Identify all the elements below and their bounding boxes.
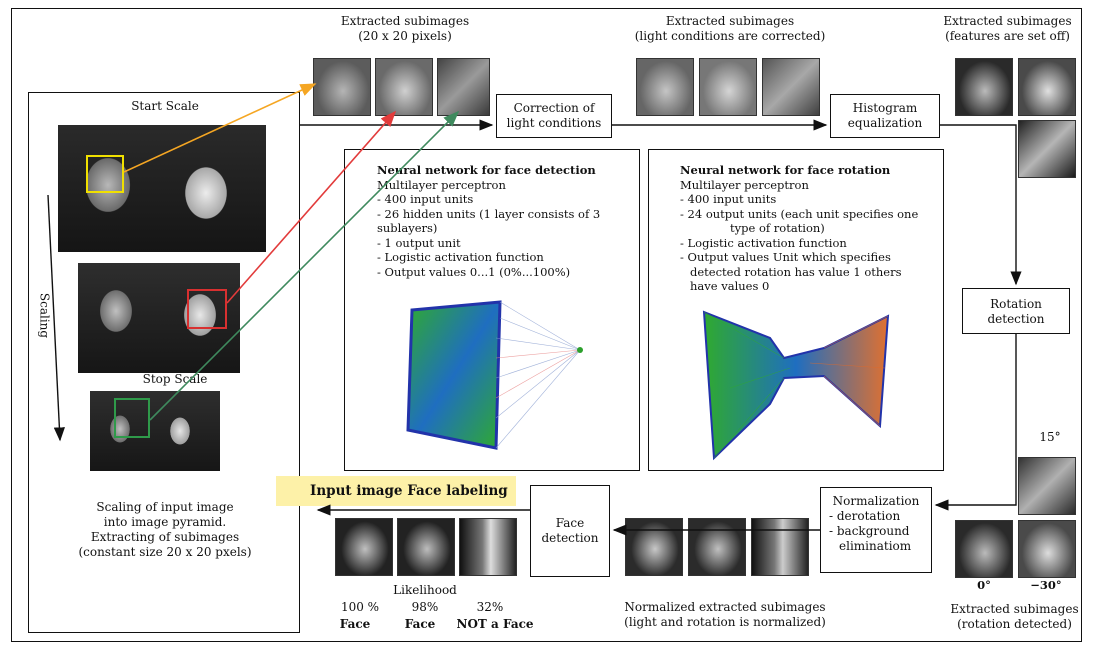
stop-scale-photo bbox=[90, 391, 220, 471]
likelihood-value-3: 32% bbox=[476, 600, 504, 614]
nn-rotation-text: Neural network for face rotation Multila… bbox=[680, 163, 919, 293]
rotation-detection-box: Rotation detection bbox=[962, 288, 1070, 334]
stop-scale-label: Stop Scale bbox=[142, 372, 208, 386]
normalization-box: Normalization - derotation - background … bbox=[820, 487, 932, 573]
result-subimage-1 bbox=[335, 518, 393, 576]
rotated-subimage-0 bbox=[955, 520, 1013, 578]
light-corrected-subimage-3 bbox=[762, 58, 820, 116]
mid-scale-selection bbox=[187, 289, 227, 329]
likelihood-value-1: 100 % bbox=[340, 600, 380, 614]
angle-15-label: 15° bbox=[1039, 430, 1061, 444]
start-scale-photo bbox=[58, 125, 266, 252]
extracted-subimages-caption-2: Extracted subimages (light conditions ar… bbox=[634, 14, 826, 43]
histogram-box: Histogram equalization bbox=[830, 94, 940, 138]
red-extract-arrow bbox=[226, 110, 397, 304]
nn-detection-text: Neural network for face detection Multil… bbox=[377, 163, 601, 279]
nn-rotation-title: Neural network for face rotation bbox=[680, 163, 891, 177]
orange-extract-arrow bbox=[123, 83, 317, 173]
rotation-detected-caption: Extracted subimages (rotation detected) bbox=[950, 602, 1079, 631]
likelihood-label: Likelihood bbox=[393, 583, 457, 597]
result-label-1: Face bbox=[339, 617, 371, 631]
figure-frame bbox=[11, 8, 1082, 642]
result-label-2: Face bbox=[404, 617, 436, 631]
normalized-caption: Normalized extracted subimages (light an… bbox=[624, 600, 826, 629]
nn-detection-graphic bbox=[406, 300, 583, 450]
light-corrected-subimage-1 bbox=[636, 58, 694, 116]
start-scale-selection bbox=[86, 155, 124, 193]
normalized-subimage-2 bbox=[688, 518, 746, 576]
equalized-subimage-2 bbox=[1018, 58, 1076, 116]
arrow-to-rotation bbox=[940, 124, 1022, 286]
nn-rotation-graphic bbox=[702, 310, 890, 461]
input-labeling-label: Input image Face labeling bbox=[310, 483, 508, 499]
arrow-to-normalization bbox=[934, 334, 1017, 511]
extracted-subimages-caption-3: Extracted subimages (features are set of… bbox=[943, 14, 1072, 43]
extracted-subimage-3 bbox=[437, 58, 490, 116]
nn-detection-title: Neural network for face detection bbox=[377, 163, 596, 177]
face-detection-box: Face detection bbox=[530, 485, 610, 577]
nn-rotation-panel bbox=[648, 149, 944, 471]
pyramid-caption: Scaling of input image into image pyrami… bbox=[78, 500, 252, 559]
likelihood-value-2: 98% bbox=[411, 600, 439, 614]
equalized-subimage-3 bbox=[1018, 120, 1076, 178]
light-corrected-subimage-2 bbox=[699, 58, 757, 116]
angle-0-label: 0° bbox=[977, 578, 991, 592]
stop-scale-selection bbox=[114, 398, 150, 438]
angle-m30-label: −30° bbox=[1030, 578, 1062, 592]
result-subimage-2 bbox=[397, 518, 455, 576]
rotated-subimage-15 bbox=[1018, 457, 1076, 515]
green-extract-arrow bbox=[149, 110, 460, 421]
correction-box: Correction of light conditions bbox=[496, 94, 612, 138]
rotated-subimage-m30 bbox=[1018, 520, 1076, 578]
normalized-subimage-3 bbox=[751, 518, 809, 576]
normalized-subimage-1 bbox=[625, 518, 683, 576]
result-subimage-3 bbox=[459, 518, 517, 576]
scaling-arrow bbox=[47, 194, 65, 442]
extracted-subimage-2 bbox=[375, 58, 433, 116]
mid-scale-photo bbox=[78, 263, 240, 373]
result-label-3: NOT a Face bbox=[456, 617, 534, 631]
input-labeling-highlight: Input image Face labeling bbox=[276, 476, 516, 506]
extracted-subimage-1 bbox=[313, 58, 371, 116]
extracted-subimages-caption-1: Extracted subimages (20 x 20 pixels) bbox=[340, 14, 470, 43]
start-scale-label: Start Scale bbox=[131, 99, 199, 113]
equalized-subimage-1 bbox=[955, 58, 1013, 116]
